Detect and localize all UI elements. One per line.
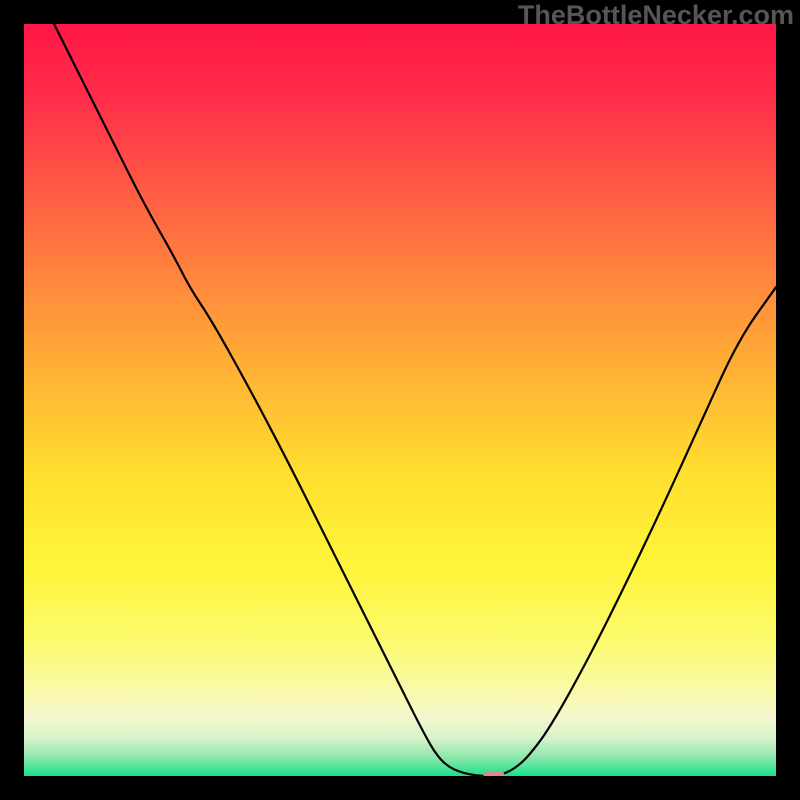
plot-background bbox=[24, 24, 776, 776]
watermark-text: TheBottleNecker.com bbox=[518, 0, 794, 31]
plot-svg bbox=[24, 24, 776, 776]
optimal-marker bbox=[483, 771, 504, 776]
plot-area bbox=[24, 24, 776, 776]
bottleneck-chart: TheBottleNecker.com bbox=[0, 0, 800, 800]
